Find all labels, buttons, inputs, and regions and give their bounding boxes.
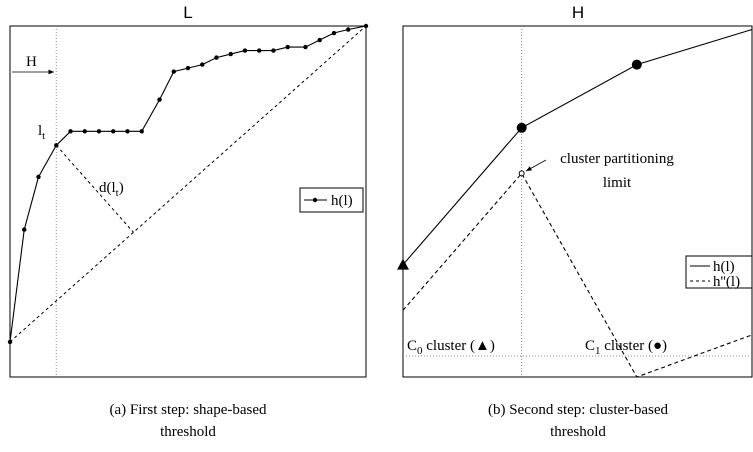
annotation-sub: 0 [417, 345, 423, 357]
point [242, 48, 248, 53]
point [518, 170, 525, 177]
annotation: d(lt) [99, 180, 124, 199]
point [200, 62, 205, 67]
legend-dot [312, 197, 318, 203]
series-line [402, 28, 753, 266]
distance-line [55, 145, 134, 233]
legend-box [685, 255, 753, 289]
arrow [525, 159, 547, 172]
annotation-sub: t [116, 187, 119, 199]
point [631, 59, 642, 70]
point [285, 44, 290, 50]
point [331, 30, 337, 36]
caption: (a) First step: shape-based [109, 402, 267, 418]
point [214, 55, 219, 60]
point [157, 97, 162, 102]
point [82, 129, 87, 134]
point [171, 69, 176, 74]
point [228, 51, 233, 57]
annotation-text: H [26, 54, 37, 70]
annotation-sub: 1 [595, 345, 601, 357]
legend-label: h(l) [713, 259, 735, 275]
point [271, 48, 276, 53]
point [68, 129, 73, 134]
legend-label: h(l) [331, 193, 353, 209]
point [22, 227, 27, 232]
point [139, 129, 144, 134]
legend-label: h''(l) [713, 274, 740, 290]
annotation-rest: ) [119, 180, 124, 196]
annotation: limit [603, 175, 632, 191]
chart-title: H [572, 3, 584, 22]
annotation-rest: cluster (●) [601, 338, 668, 354]
annotation-text: C [407, 338, 417, 354]
point [303, 44, 308, 50]
point [346, 27, 351, 32]
diagonal [9, 25, 367, 343]
point [36, 174, 41, 180]
point [185, 65, 191, 71]
point [125, 129, 130, 134]
point [111, 129, 116, 134]
annotation: lt [38, 123, 45, 142]
caption: threshold [550, 424, 606, 440]
caption: threshold [160, 424, 216, 440]
plot-frame [402, 25, 753, 378]
point [516, 122, 527, 133]
annotation: C1 cluster (●) [585, 338, 667, 357]
series-line [402, 172, 753, 378]
plot-frame [9, 25, 367, 378]
chart-title: L [183, 3, 192, 22]
annotation-text: C [585, 338, 595, 354]
annotation: H [26, 54, 37, 70]
point [96, 129, 102, 134]
point [317, 37, 322, 43]
point [397, 258, 409, 270]
caption: (b) Second step: cluster-based [488, 402, 669, 418]
point [257, 48, 262, 53]
annotation: C0 cluster (▲) [407, 338, 495, 357]
annotation-text: l [38, 123, 42, 139]
annotation-sub: t [42, 130, 45, 142]
annotation-rest: cluster (▲) [423, 338, 495, 354]
annotation-text: d(l [99, 180, 116, 196]
annotation: cluster partitioning [560, 151, 674, 167]
